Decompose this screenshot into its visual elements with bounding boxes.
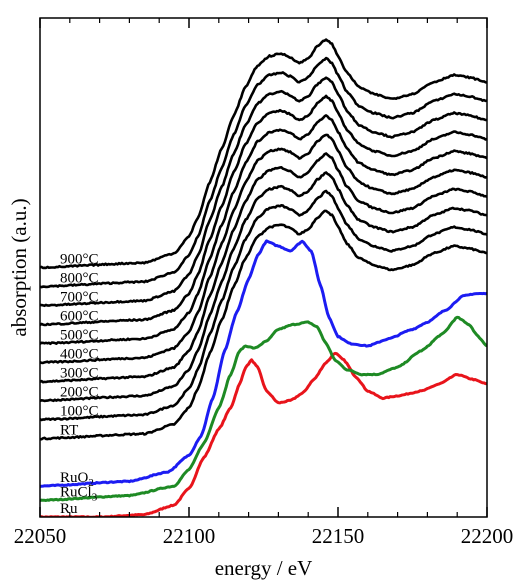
stack-label-7: 700°C [60,290,99,306]
y-axis-label: absorption (a.u.) [7,198,31,336]
plot-frame [39,17,488,518]
series-line-stack-9 [40,38,487,270]
stack-label-9: 900°C [60,252,99,268]
axis-ticks: 22050 22100 22150 22200 [14,18,514,548]
series-line-stack-2 [40,171,487,403]
series-line-stack-7 [40,76,487,308]
stack-label-0: RT [60,423,78,439]
series-layer [40,38,487,517]
series-line-rucl3 [40,315,487,503]
series-line-stack-3 [40,152,487,384]
series-label-ru: Ru [60,501,78,517]
stack-label-4: 400°C [60,347,99,363]
series-line-stack-6 [40,94,487,327]
x-tick-label: 22200 [461,524,514,548]
x-tick-label: 22100 [163,524,216,548]
series-label-rucl3: RuCl3 [60,484,98,503]
stack-label-2: 200°C [60,385,99,401]
series-line-ruo2 [40,239,487,488]
stack-label-3: 300°C [60,366,99,382]
x-tick-label: 22150 [312,524,365,548]
series-line-stack-4 [40,133,487,365]
series-line-stack-5 [40,114,487,346]
series-label-ruo2: RuO2 [60,470,94,489]
stack-label-6: 600°C [60,309,99,325]
stack-label-5: 500°C [60,328,99,344]
stack-label-1: 100°C [60,404,99,420]
series-line-stack-8 [40,56,487,289]
stack-label-8: 800°C [60,271,99,287]
x-tick-label: 22050 [14,524,67,548]
series-line-stack-0 [40,209,487,441]
series-line-stack-1 [40,189,487,422]
x-axis-label: energy / eV [215,556,313,580]
